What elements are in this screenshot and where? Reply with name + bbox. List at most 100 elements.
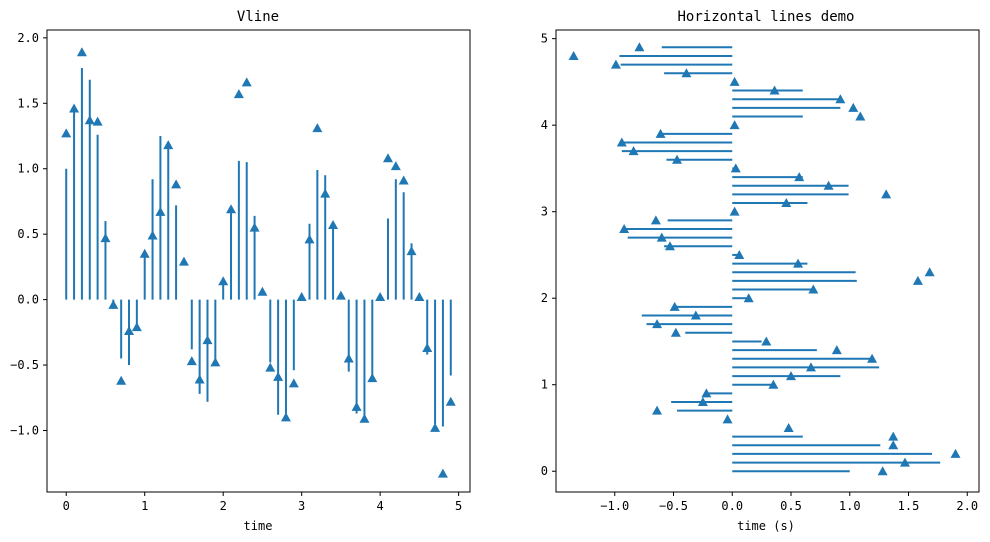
hlines-ytick-label: 1: [541, 378, 548, 392]
vline-marker-point: [210, 357, 221, 367]
hlines-marker-point: [867, 353, 878, 363]
hlines-marker-point: [835, 94, 846, 104]
hlines-marker-point: [656, 232, 667, 242]
vline-marker-point: [155, 206, 166, 216]
hlines-xtick-label: −1.0: [600, 499, 629, 513]
vline-marker-point: [249, 222, 260, 232]
vline-marker-point: [202, 335, 213, 345]
vline-marker-point: [124, 326, 135, 336]
vline-marker-point: [92, 116, 103, 126]
vline-marker-point: [178, 256, 189, 266]
vline-marker-point: [367, 373, 378, 383]
vline-marker-point: [414, 291, 425, 301]
vline-marker-point: [280, 412, 291, 422]
vline-marker-point: [100, 233, 111, 243]
hlines-marker-point: [912, 275, 923, 285]
vline-marker-point: [218, 276, 229, 286]
hlines-marker-point: [794, 172, 805, 182]
hlines-marker-point: [888, 431, 899, 441]
hlines-ticks: −1.0 −0.5 0.0 0.5 1.0 1.5 2.0 0 1 2 3 4 5: [541, 32, 978, 513]
hlines-marker-point: [761, 336, 772, 346]
hlines-ytick-label: 0: [541, 464, 548, 478]
hlines-marker-point: [670, 327, 681, 337]
hlines-marker-point: [669, 301, 680, 311]
vline-xtick-label: 3: [298, 499, 305, 513]
hlines-ytick-label: 4: [541, 118, 548, 132]
hlines-marker-point: [652, 319, 663, 329]
hlines-marker-point: [743, 293, 754, 303]
hlines-marker-point: [672, 154, 683, 164]
hlines-marker-point: [823, 180, 834, 190]
hlines-marker-point: [924, 267, 935, 277]
hlines-marker-point: [769, 85, 780, 95]
vline-marker-point: [390, 161, 401, 171]
hlines-marker-point: [848, 102, 859, 112]
vline-marker-point: [226, 204, 237, 214]
vline-marker-point: [304, 234, 315, 244]
hlines-axes: Horizontal lines demo −1.0 −0.5 0.0 0.5 1.0 1…: [541, 9, 980, 533]
vline-marker-point: [288, 378, 299, 388]
hlines-marker-point: [652, 405, 663, 415]
vline-marker-point: [422, 343, 433, 353]
hlines-marker-point: [628, 146, 639, 156]
vline-ticks: 0 1 2 3 4 5 −1.0 −0.5 0.0 0.5 1.0 1.5 2.0: [10, 31, 462, 513]
vline-marker-point: [61, 128, 72, 138]
vline-marker-point: [430, 422, 441, 432]
vline-marker-point: [328, 220, 339, 230]
vline-marker-point: [335, 290, 346, 300]
hlines-marker-point: [808, 284, 819, 294]
hlines-marker-point: [805, 362, 816, 372]
hlines-marker-point: [855, 111, 866, 121]
vline-marker-point: [233, 89, 244, 99]
hlines-marker-point: [729, 206, 740, 216]
vline-marker-point: [241, 77, 252, 87]
vline-marker-point: [257, 286, 268, 296]
hlines-marker-point: [610, 59, 621, 69]
hlines-marker-point: [786, 371, 796, 381]
hlines-xlabel: time (s): [737, 519, 795, 533]
hlines-marker-point: [783, 422, 794, 432]
hlines-marker-point: [831, 345, 842, 355]
hlines-marker-point: [768, 379, 779, 389]
vline-marker-point: [116, 375, 127, 385]
vline-marker-point: [351, 401, 362, 411]
hlines-marker-point: [664, 241, 675, 251]
vline-marks: [61, 47, 456, 478]
vline-xtick-label: 0: [63, 499, 70, 513]
vline-xtick-label: 4: [377, 499, 384, 513]
vline-marker-point: [76, 47, 87, 57]
vline-ytick-label: −1.0: [10, 423, 39, 437]
vline-marker-point: [273, 371, 284, 381]
hlines-marker-point: [655, 128, 666, 138]
vline-marker-point: [84, 115, 95, 125]
hlines-marker-point: [734, 249, 745, 259]
hlines-marker-point: [568, 50, 579, 60]
vline-marker-point: [320, 188, 331, 198]
vline-xtick-label: 1: [141, 499, 148, 513]
vline-marker-point: [406, 246, 417, 256]
vline-ytick-label: 0.0: [17, 293, 39, 307]
hlines-marker-point: [730, 163, 741, 173]
vline-marker-point: [147, 230, 158, 240]
vline-marker-point: [163, 140, 174, 150]
hlines-marker-point: [793, 258, 804, 268]
vline-title: Vline: [237, 9, 279, 25]
hlines-title: Horizontal lines demo: [677, 9, 854, 25]
hlines-marker-point: [697, 397, 708, 407]
hlines-marker-point: [634, 42, 645, 52]
hlines-frame: [555, 29, 980, 493]
vline-marker-point: [139, 248, 150, 258]
vline-marker-point: [312, 123, 323, 133]
vline-marker-point: [398, 175, 409, 185]
hlines-marker-point: [877, 466, 888, 476]
vline-axes: Vline 0 1 2 3 4 5 −1.0 −0.5 0.0 0.5 1.0 1.5 2.0 time: [10, 9, 471, 533]
hlines-ytick-label: 5: [541, 32, 548, 46]
vline-marker-point: [359, 413, 370, 423]
vline-marker-point: [296, 291, 307, 301]
vline-ytick-label: 1.0: [17, 162, 39, 176]
hlines-xtick-label: 1.5: [898, 499, 920, 513]
hlines-marker-point: [701, 388, 712, 398]
vline-marker-point: [131, 322, 142, 332]
